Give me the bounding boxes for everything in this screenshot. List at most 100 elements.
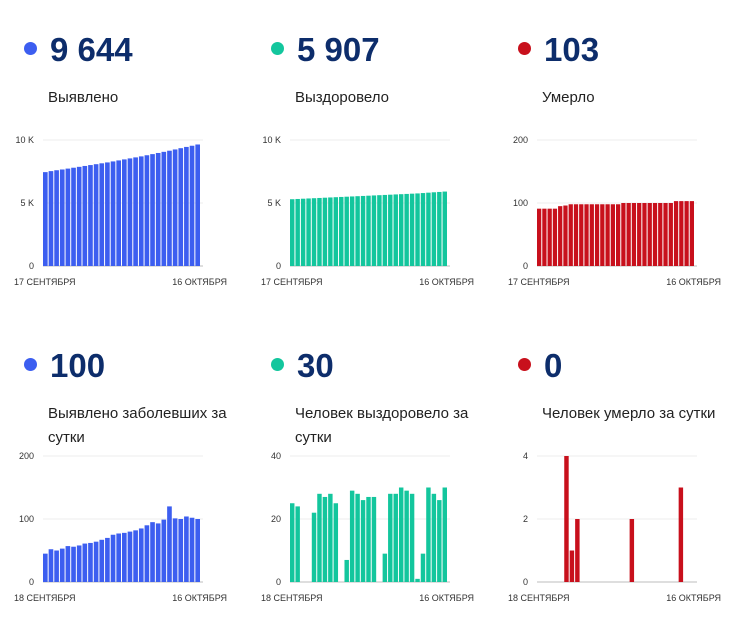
y-tick-label: 200 — [19, 451, 34, 461]
series-dot — [24, 358, 37, 371]
bar — [547, 208, 552, 266]
recovered-chart: 0 5 K 10 K 17 СЕНТЯБРЯ 16 ОКТЯБРЯ — [261, 135, 474, 287]
bar — [684, 201, 689, 266]
bar — [360, 500, 366, 582]
bar — [76, 545, 82, 582]
panel-recovered-daily: 30 Человек выздоровело за сутки 0 20 40 18 … — [247, 316, 491, 631]
bar — [382, 194, 388, 266]
bar — [178, 519, 184, 582]
bar — [317, 493, 322, 582]
bar — [333, 197, 339, 266]
y-tick-label: 0 — [276, 261, 281, 271]
bar — [172, 518, 178, 582]
x-end-label: 16 ОКТЯБРЯ — [172, 593, 227, 603]
bar — [668, 203, 673, 266]
bar — [59, 548, 65, 582]
y-tick-label: 10 K — [15, 135, 34, 145]
bar — [678, 487, 684, 582]
bar — [537, 208, 542, 266]
bar — [415, 193, 420, 266]
bar — [138, 156, 144, 266]
bar — [420, 553, 426, 582]
recovered-daily-chart: 0 20 40 18 СЕНТЯБРЯ 16 ОКТЯБРЯ — [261, 451, 474, 603]
bar — [311, 198, 317, 266]
y-tick-label: 10 K — [262, 135, 281, 145]
bar — [110, 161, 116, 266]
bar — [442, 191, 447, 266]
bar — [311, 512, 317, 582]
bar — [652, 203, 658, 266]
bar — [195, 519, 200, 582]
bar — [605, 204, 610, 266]
bar — [426, 192, 431, 266]
y-tick-label: 0 — [29, 577, 34, 587]
bar — [184, 146, 189, 266]
deaths-label: Умерло — [542, 89, 595, 106]
detected-total: 9 644 — [50, 31, 133, 68]
bar — [189, 145, 195, 266]
x-start-label: 17 СЕНТЯБРЯ — [508, 277, 570, 287]
series-dot — [271, 358, 284, 371]
bar — [295, 198, 300, 266]
bar — [322, 496, 328, 582]
deaths-daily-chart: 0 2 4 18 СЕНТЯБРЯ 16 ОКТЯБРЯ — [508, 451, 721, 603]
bar — [195, 144, 200, 266]
bar — [393, 493, 398, 582]
bar — [398, 487, 404, 582]
x-start-label: 17 СЕНТЯБРЯ — [14, 277, 76, 287]
bar — [122, 159, 127, 266]
bar — [398, 194, 404, 266]
series-dot — [518, 42, 531, 55]
bar — [150, 522, 155, 582]
bar — [105, 537, 110, 582]
bar — [43, 172, 48, 266]
bar — [626, 203, 631, 266]
y-tick-label: 0 — [523, 261, 528, 271]
recovered-daily-total: 30 — [297, 347, 334, 384]
bar — [426, 487, 431, 582]
bar — [642, 203, 647, 266]
x-start-label: 18 СЕНТЯБРЯ — [261, 593, 323, 603]
bar — [116, 160, 121, 266]
bar — [71, 546, 76, 582]
bar — [133, 530, 138, 582]
bar — [116, 533, 121, 582]
deaths-chart: 0 100 200 17 СЕНТЯБРЯ 16 ОКТЯБРЯ — [508, 135, 721, 287]
y-tick-label: 2 — [523, 514, 528, 524]
recovered-label: Выздоровело — [295, 89, 390, 106]
bar — [290, 199, 295, 266]
bar — [189, 517, 195, 582]
bar — [569, 550, 575, 582]
bar — [99, 539, 105, 582]
bar — [93, 164, 99, 266]
bar — [377, 195, 382, 266]
bar — [673, 201, 679, 266]
bar — [388, 194, 393, 266]
panel-detected-daily: 100 Выявлено заболевших за сутки 0 100 200… — [0, 316, 244, 631]
y-tick-label: 5 K — [267, 198, 281, 208]
bar — [629, 519, 635, 582]
bar — [689, 201, 694, 266]
x-end-label: 16 ОКТЯБРЯ — [666, 277, 721, 287]
bar — [409, 493, 415, 582]
bar — [155, 152, 161, 266]
bar — [349, 490, 355, 582]
bar — [110, 534, 116, 582]
detected-daily-total: 100 — [50, 347, 106, 384]
detected-daily-label: Выявлено заболевших за сутки — [48, 405, 227, 446]
bar — [437, 500, 442, 582]
bar — [366, 496, 371, 582]
bar — [65, 546, 71, 582]
bar — [161, 519, 167, 582]
bar — [54, 170, 59, 266]
y-tick-label: 20 — [271, 514, 281, 524]
bar — [161, 151, 167, 266]
y-tick-label: 100 — [513, 198, 528, 208]
bar — [637, 203, 642, 266]
detected-label: Выявлено — [48, 89, 119, 106]
x-end-label: 16 ОКТЯБРЯ — [172, 277, 227, 287]
bar — [647, 203, 652, 266]
bar — [355, 196, 360, 266]
bar — [127, 531, 133, 582]
bar — [663, 203, 668, 266]
